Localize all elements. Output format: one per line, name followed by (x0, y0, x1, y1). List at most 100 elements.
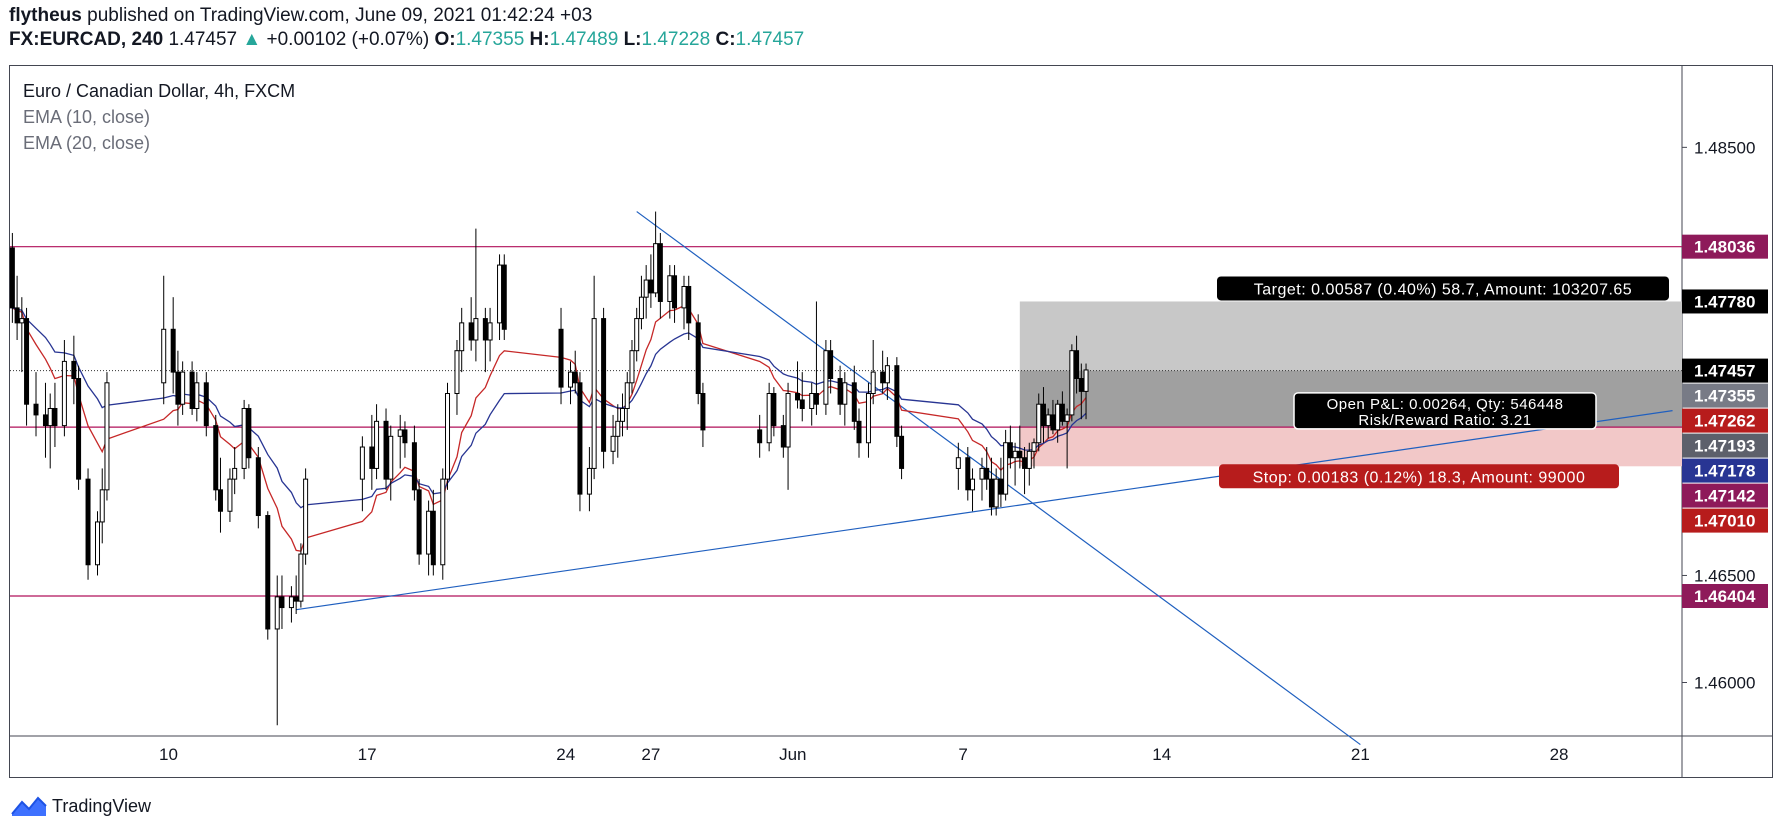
candle-body[interactable] (227, 478, 233, 512)
candle-body[interactable] (1045, 414, 1051, 427)
candle-body[interactable] (33, 403, 39, 416)
candle-body[interactable] (842, 382, 848, 405)
candle-body[interactable] (1026, 450, 1032, 469)
candle-body[interactable] (1003, 442, 1009, 495)
candle-body[interactable] (71, 360, 77, 380)
candle-body[interactable] (1055, 403, 1061, 431)
candle-body[interactable] (686, 285, 692, 324)
candle-body[interactable] (577, 382, 583, 495)
candle-body[interactable] (601, 318, 607, 452)
candle-body[interactable] (795, 393, 801, 401)
candle-body[interactable] (47, 407, 53, 427)
candle-body[interactable] (161, 328, 167, 384)
candle-body[interactable] (591, 318, 597, 469)
candle-body[interactable] (445, 393, 451, 480)
candle-body[interactable] (672, 275, 678, 309)
candle-body[interactable] (667, 275, 673, 302)
candle-body[interactable] (440, 478, 446, 566)
candle-body[interactable] (856, 420, 862, 444)
pnl-label[interactable] (1293, 392, 1597, 430)
candle-body[interactable] (430, 510, 436, 566)
candle-body[interactable] (241, 407, 247, 469)
candle-body[interactable] (757, 429, 763, 444)
candle-body[interactable] (473, 318, 479, 341)
candle-body[interactable] (809, 393, 815, 409)
candle-body[interactable] (624, 382, 630, 409)
candle-body[interactable] (170, 328, 176, 373)
candle-body[interactable] (643, 279, 649, 298)
candle-body[interactable] (1078, 378, 1084, 392)
candle-body[interactable] (426, 510, 432, 555)
candle-body[interactable] (984, 467, 990, 480)
candle-body[interactable] (1040, 403, 1046, 427)
candle-body[interactable] (217, 489, 223, 512)
candle-body[interactable] (955, 457, 961, 469)
candle-body[interactable] (780, 425, 786, 448)
candle-body[interactable] (1007, 442, 1013, 459)
candle-body[interactable] (497, 264, 503, 324)
candle-body[interactable] (880, 371, 886, 384)
candle-body[interactable] (501, 264, 507, 330)
candle-body[interactable] (799, 399, 805, 409)
candle-body[interactable] (189, 371, 195, 409)
candle-body[interactable] (95, 521, 101, 566)
candle-body[interactable] (213, 425, 219, 491)
candle-body[interactable] (870, 371, 876, 395)
candle-body[interactable] (1064, 414, 1070, 422)
candle-body[interactable] (823, 350, 829, 405)
candle-body[interactable] (359, 446, 365, 480)
candle-body[interactable] (274, 596, 280, 630)
candle-body[interactable] (766, 393, 772, 444)
target-zone[interactable] (1019, 301, 1682, 371)
candle-body[interactable] (175, 371, 181, 405)
candle-body[interactable] (634, 318, 640, 352)
candle-body[interactable] (851, 382, 857, 422)
candle-body[interactable] (402, 429, 408, 444)
candle-body[interactable] (837, 378, 843, 405)
candle-body[interactable] (203, 382, 209, 427)
candle-body[interactable] (459, 322, 465, 352)
candle-body[interactable] (246, 407, 252, 459)
candle-body[interactable] (180, 371, 186, 405)
candle-body[interactable] (586, 467, 592, 495)
candle-body[interactable] (104, 382, 110, 491)
candle-body[interactable] (9, 247, 15, 309)
candle-body[interactable] (487, 322, 493, 341)
candle-body[interactable] (785, 393, 791, 448)
candle-body[interactable] (397, 429, 403, 437)
candle-body[interactable] (700, 393, 706, 431)
candle-body[interactable] (14, 307, 20, 324)
footer-brand[interactable]: TradingView (10, 794, 151, 818)
candle-body[interactable] (42, 414, 48, 427)
candle-body[interactable] (255, 457, 261, 517)
stop-zone[interactable] (1019, 427, 1682, 467)
candle-body[interactable] (615, 420, 621, 437)
candle-body[interactable] (813, 393, 819, 405)
candle-body[interactable] (884, 365, 890, 384)
candle-body[interactable] (828, 350, 834, 380)
candle-body[interactable] (293, 596, 299, 602)
candle-body[interactable] (454, 350, 460, 395)
candle-body[interactable] (653, 243, 659, 294)
candle-body[interactable] (979, 467, 985, 480)
candle-body[interactable] (388, 435, 394, 480)
candle-body[interactable] (303, 478, 309, 555)
candle-body[interactable] (99, 489, 105, 523)
candle-body[interactable] (24, 318, 30, 405)
candle-body[interactable] (567, 371, 573, 388)
candle-body[interactable] (265, 515, 271, 630)
candle-body[interactable] (610, 435, 616, 452)
candle-body[interactable] (288, 596, 294, 609)
candle-body[interactable] (482, 318, 488, 341)
candle-body[interactable] (1012, 450, 1018, 459)
candle-body[interactable] (899, 435, 905, 469)
trendline[interactable] (636, 211, 1361, 746)
author-name[interactable]: flytheus (9, 5, 82, 26)
legend-ema-10[interactable]: EMA (10, close) (23, 107, 151, 127)
candle-body[interactable] (468, 322, 474, 341)
candle-body[interactable] (1074, 350, 1080, 380)
candle-body[interactable] (369, 446, 375, 469)
candle-body[interactable] (638, 296, 644, 320)
candle-body[interactable] (894, 365, 900, 437)
